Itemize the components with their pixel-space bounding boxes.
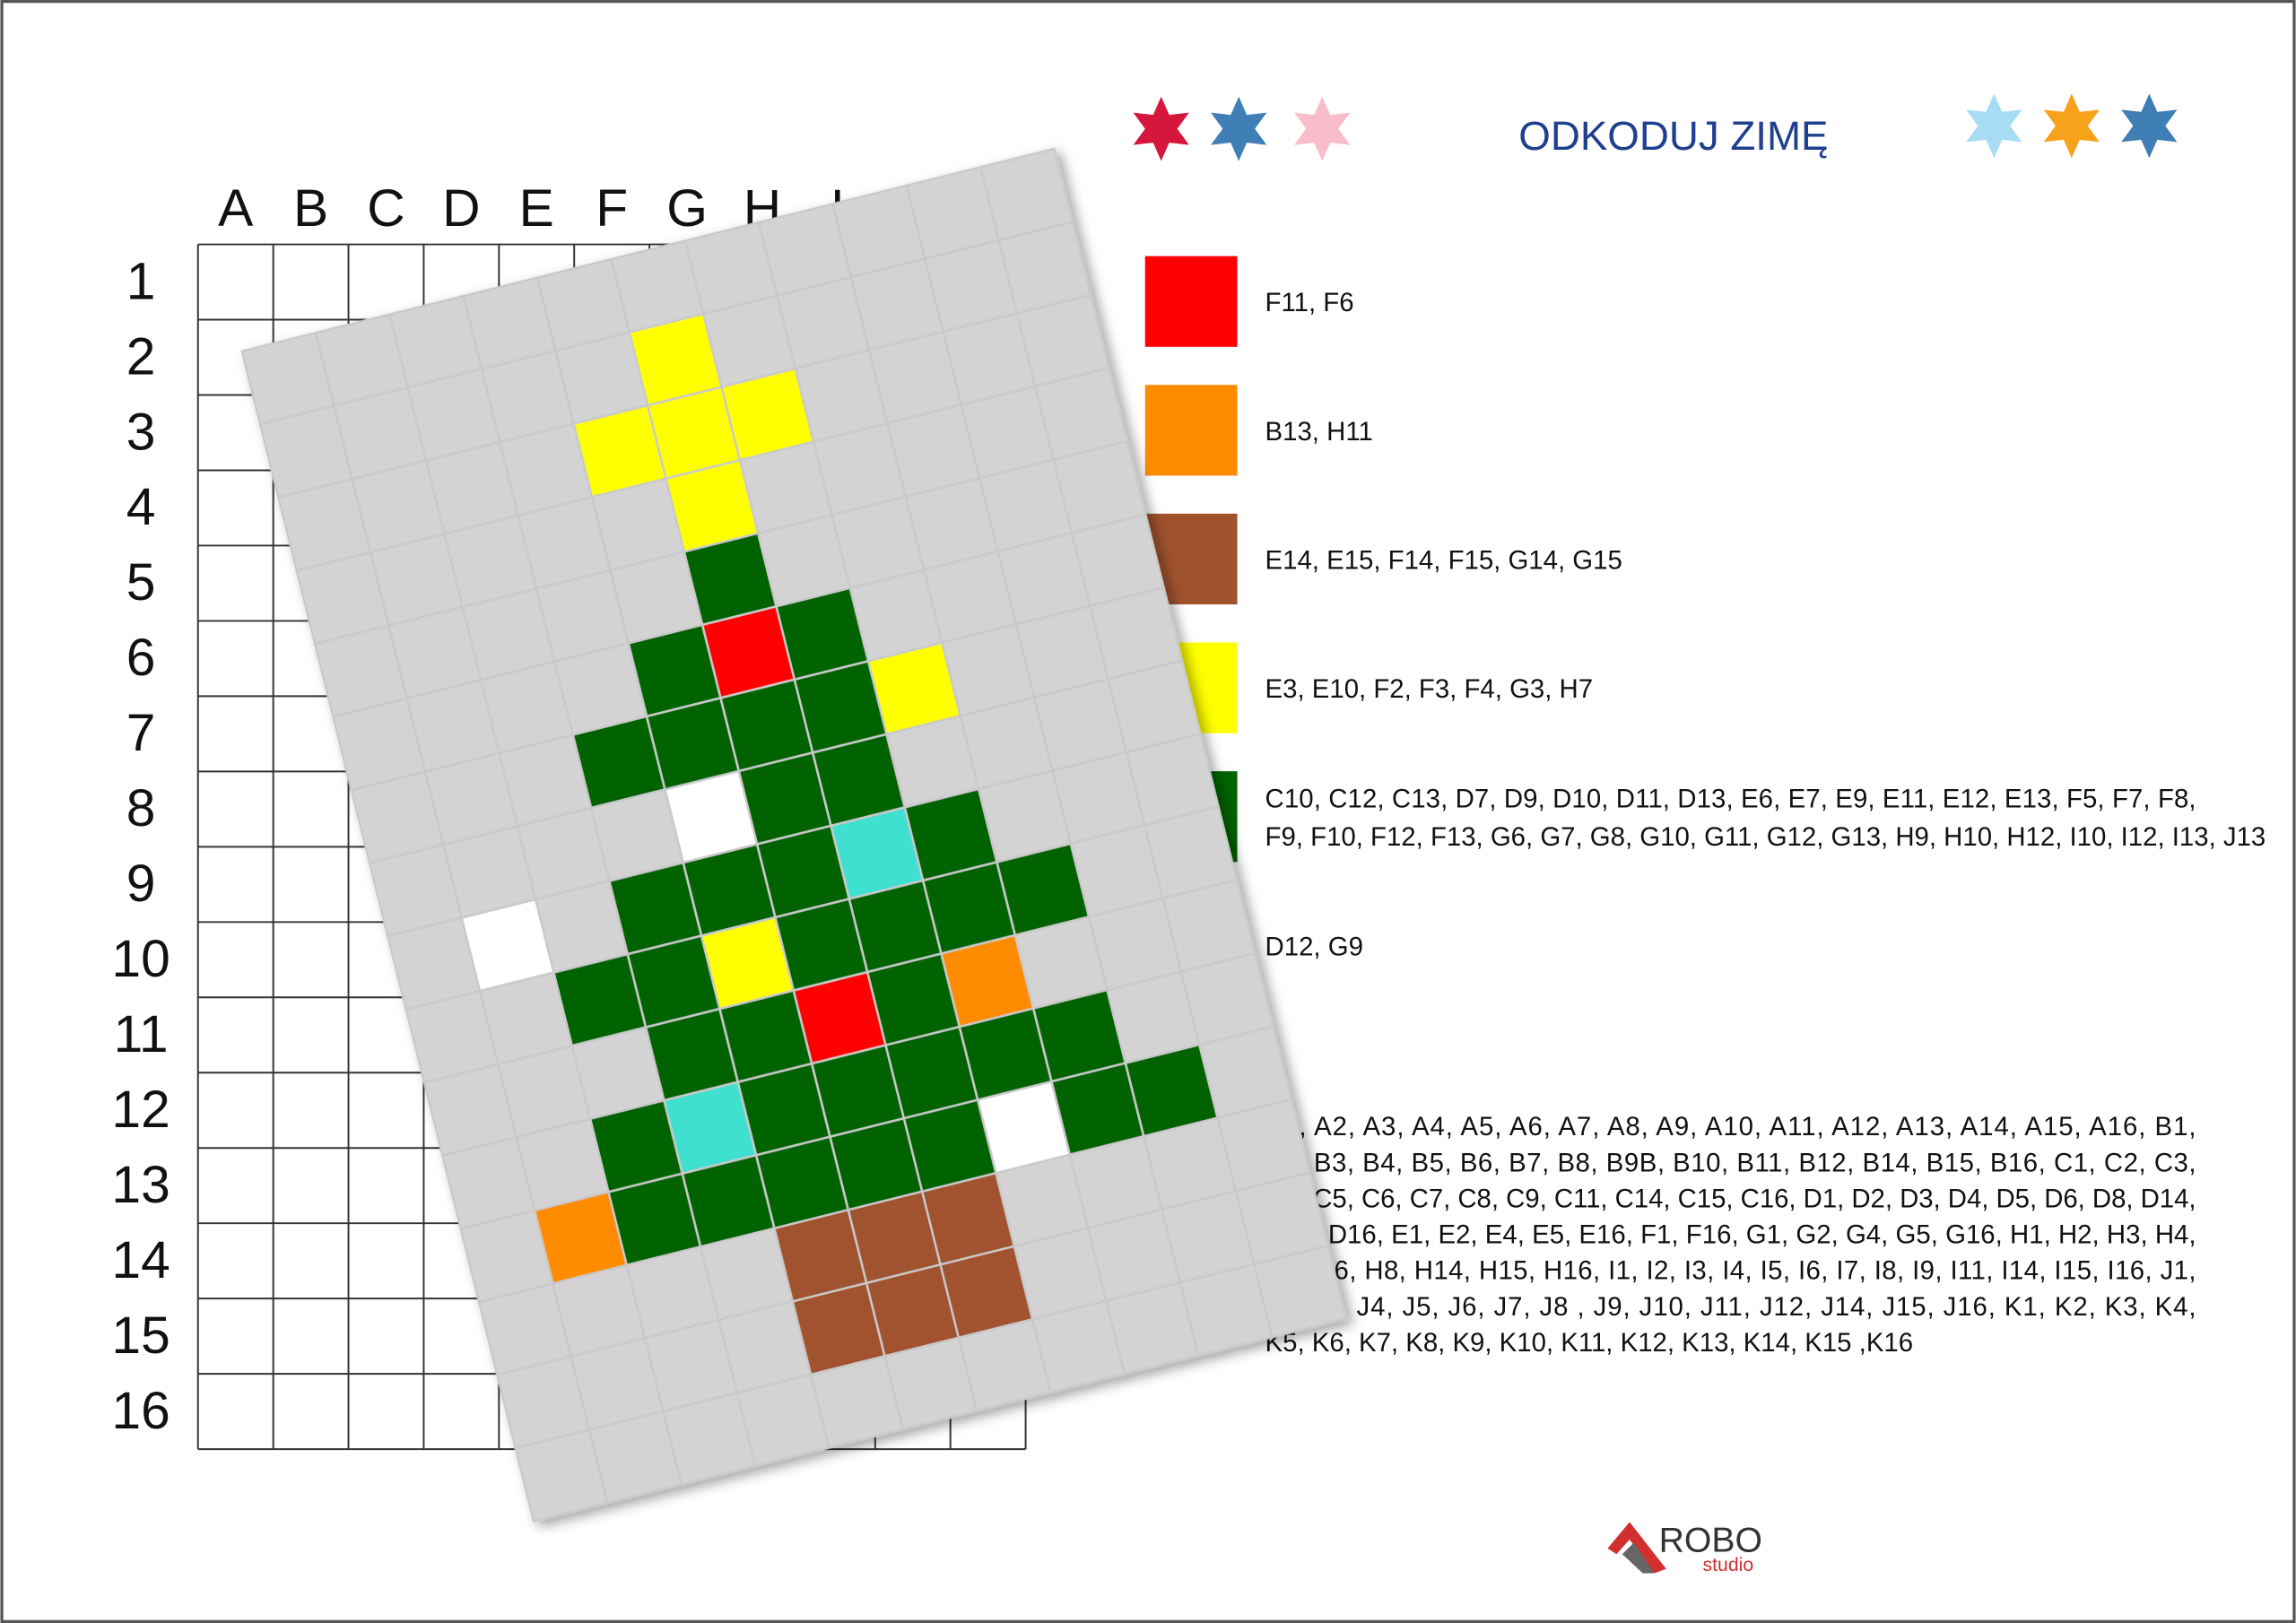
- row-label: 8: [126, 779, 156, 838]
- column-label: D: [442, 179, 480, 238]
- column-label: C: [367, 179, 404, 238]
- logo-sub: studio: [1703, 1555, 1754, 1575]
- legend-swatch: [1144, 385, 1238, 476]
- tilted-picture: [240, 147, 1348, 1523]
- row-label: 10: [111, 930, 170, 988]
- logo: ROBO studio: [1607, 1522, 1762, 1575]
- picture-cell: [1252, 1244, 1348, 1339]
- legend-codes: D12, G9: [1265, 932, 1363, 961]
- row-label: 16: [111, 1382, 170, 1440]
- title: ODKODUJ ZIMĘ: [1518, 113, 1828, 159]
- row-label: 14: [111, 1231, 170, 1289]
- row-label: 13: [111, 1156, 170, 1214]
- legend-codes: E14, E15, F14, F15, G14, G15: [1265, 545, 1622, 575]
- column-label: G: [666, 179, 708, 238]
- legend-codes: B2, B3, B4, B5, B6, B7, B8, B9B, B10, B1…: [1265, 1148, 2196, 1177]
- row-label: 5: [126, 553, 156, 612]
- legend-codes: J2, J3, J4, J5, J6, J7, J8 , J9, J10, J1…: [1265, 1292, 2196, 1322]
- row-label: 4: [126, 478, 156, 536]
- legend-codes: K5, K6, K7, K8, K9, K10, K11, K12, K13, …: [1265, 1328, 1914, 1358]
- column-label: B: [293, 179, 328, 238]
- row-label: 3: [126, 403, 156, 461]
- legend-codes: F9, F10, F12, F13, G6, G7, G8, G10, G11,…: [1265, 822, 2266, 852]
- row-label: 6: [126, 629, 156, 687]
- legend-codes: A1, A2, A3, A4, A5, A6, A7, A8, A9, A10,…: [1265, 1112, 2196, 1141]
- column-label: F: [596, 179, 628, 238]
- row-label: 2: [126, 327, 156, 386]
- row-label: 1: [126, 252, 156, 310]
- legend-codes: B13, H11: [1265, 417, 1373, 447]
- row-label: 9: [126, 855, 156, 913]
- row-label: 7: [126, 704, 156, 762]
- legend-codes: F11, F6: [1265, 288, 1354, 317]
- logo-icon: [1622, 1542, 1655, 1574]
- legend-swatch: [1144, 256, 1238, 347]
- logo-name: ROBO: [1659, 1522, 1762, 1560]
- column-label: A: [218, 179, 254, 238]
- row-label: 12: [111, 1081, 170, 1139]
- row-label: 11: [114, 1005, 169, 1063]
- row-label: 15: [111, 1306, 170, 1365]
- legend-codes: D15, D16, E1, E2, E4, E5, E16, F1, F16, …: [1265, 1220, 2196, 1250]
- legend-codes: C4, C5, C6, C7, C8, C9, C11, C14, C15, C…: [1265, 1184, 2196, 1213]
- legend-codes: H5, H6, H8, H14, H15, H16, I1, I2, I3, I…: [1265, 1256, 2196, 1286]
- column-label: E: [519, 179, 554, 238]
- legend-codes: C10, C12, C13, D7, D9, D10, D11, D13, E6…: [1265, 785, 2196, 814]
- legend-codes: E3, E10, F2, F3, F4, G3, H7: [1265, 674, 1594, 704]
